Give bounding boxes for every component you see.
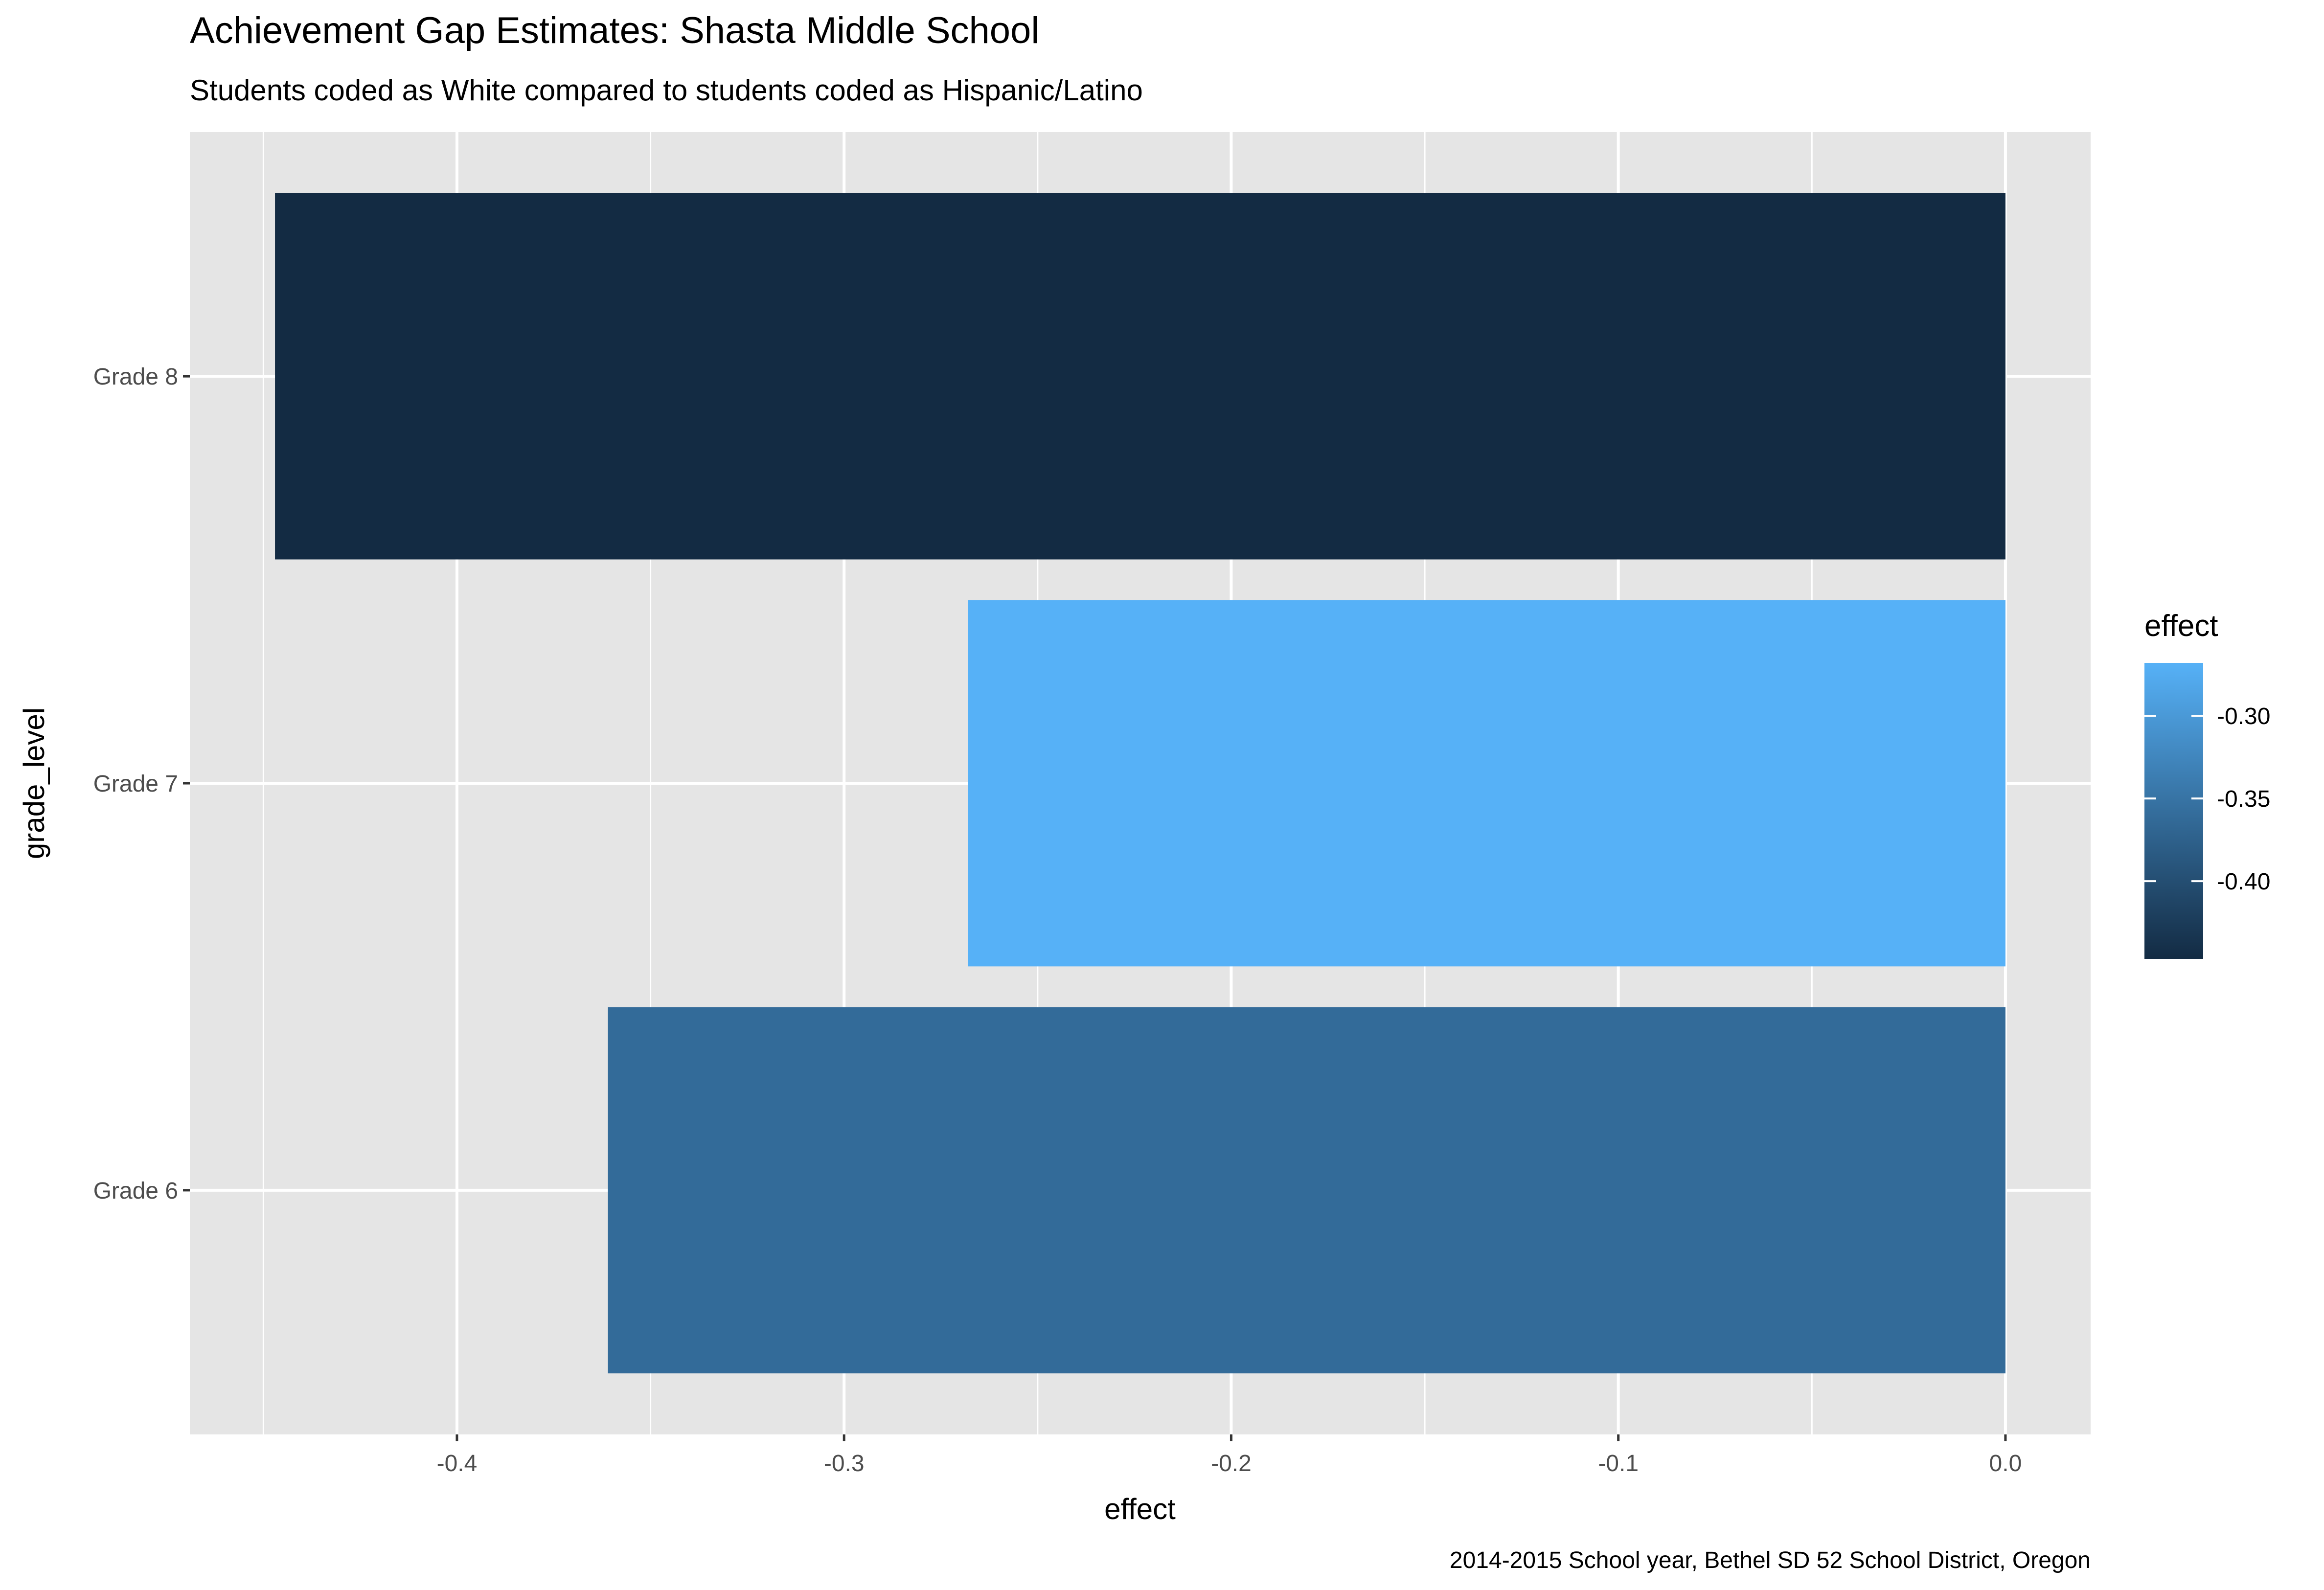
bar-grade-8 [275, 193, 2005, 560]
x-tick-label: -0.1 [1598, 1451, 1639, 1476]
chart-subtitle: Students coded as White compared to stud… [190, 74, 1143, 107]
legend-tick-label: -0.30 [2217, 704, 2270, 729]
y-tick-label: Grade 8 [93, 364, 178, 390]
legend-tick-label: -0.40 [2217, 869, 2270, 895]
chart-caption: 2014-2015 School year, Bethel SD 52 Scho… [1450, 1547, 2091, 1573]
x-tick-label: -0.4 [437, 1451, 478, 1476]
x-tick-label: -0.2 [1211, 1451, 1252, 1476]
legend-title: effect [2144, 609, 2218, 643]
y-tick-label: Grade 7 [93, 771, 178, 797]
bars [275, 193, 2005, 1374]
x-axis-label: effect [1104, 1493, 1176, 1525]
legend: effect -0.30 -0.35 -0.40 [2144, 609, 2270, 959]
x-tick-label: -0.3 [824, 1451, 865, 1476]
chart-title: Achievement Gap Estimates: Shasta Middle… [190, 10, 1039, 51]
y-tick-label: Grade 6 [93, 1178, 178, 1204]
bar-grade-7 [968, 600, 2005, 967]
legend-tick-label: -0.35 [2217, 786, 2270, 812]
x-tick-label: 0.0 [1989, 1451, 2022, 1476]
legend-ticks: -0.30 -0.35 -0.40 [2144, 704, 2270, 895]
bar-grade-6 [608, 1007, 2005, 1374]
y-axis-label: grade_level [18, 707, 50, 859]
axes: -0.4 -0.3 -0.2 -0.1 0.0 Grade 6 Grade 7 Grade 8 [93, 364, 2022, 1476]
legend-colorbar [2144, 663, 2203, 959]
